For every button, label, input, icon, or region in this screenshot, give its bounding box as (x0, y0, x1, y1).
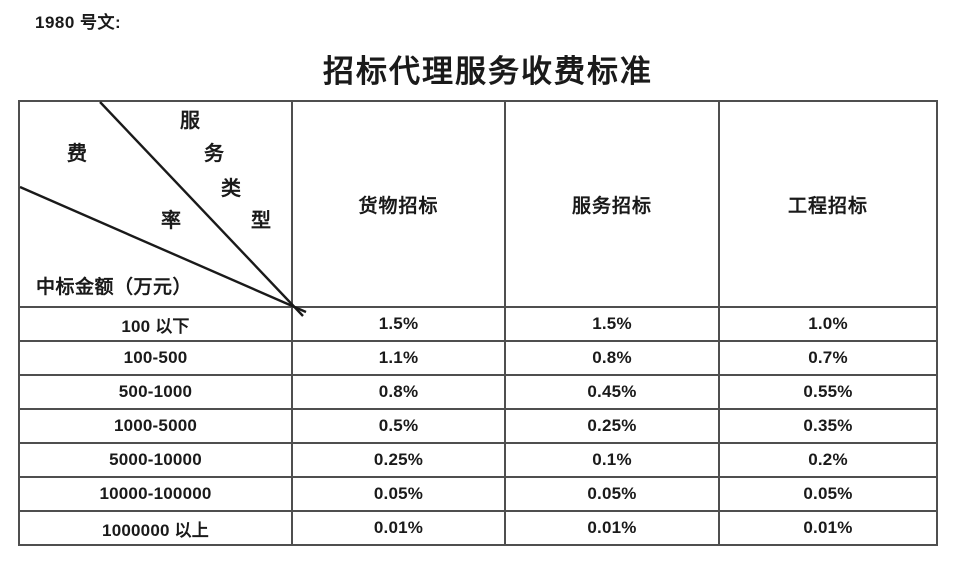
amount-range-cell: 5000-10000 (18, 442, 293, 478)
amount-range-cell: 1000-5000 (18, 408, 293, 444)
rate-cell: 0.45% (504, 374, 720, 410)
table-row: 100 以下 1.5% 1.5% 1.0% (18, 306, 938, 342)
corner-rate-char: 率 (161, 210, 181, 232)
column-header-goods: 货物招标 (291, 100, 506, 308)
doc-number-label: 1980 号文: (35, 13, 122, 32)
corner-header-cell: 费 率 服 务 类 型 中标金额（万元） (18, 100, 307, 317)
amount-range-cell: 500-1000 (18, 374, 293, 410)
rate-cell: 0.05% (291, 476, 506, 512)
rate-cell: 0.01% (291, 510, 506, 546)
table-row: 10000-100000 0.05% 0.05% 0.05% (18, 476, 938, 512)
corner-rate-char: 费 (67, 143, 87, 165)
rate-cell: 0.55% (718, 374, 938, 410)
rate-cell: 0.8% (504, 340, 720, 376)
corner-type-char: 类 (221, 178, 241, 200)
rate-cell: 0.35% (718, 408, 938, 444)
rate-cell: 0.01% (718, 510, 938, 546)
rate-cell: 0.5% (291, 408, 506, 444)
rate-cell: 0.05% (504, 476, 720, 512)
rate-cell: 1.5% (504, 306, 720, 342)
table-row: 1000-5000 0.5% 0.25% 0.35% (18, 408, 938, 444)
rate-cell: 1.5% (291, 306, 506, 342)
corner-amount-axis-label: 中标金额（万元） (36, 277, 193, 298)
corner-type-char: 服 (180, 110, 200, 132)
rate-cell: 0.25% (291, 442, 506, 478)
rate-cell: 0.7% (718, 340, 938, 376)
amount-range-cell: 10000-100000 (18, 476, 293, 512)
column-header-works: 工程招标 (718, 100, 938, 308)
rate-cell: 0.25% (504, 408, 720, 444)
corner-type-char: 型 (251, 210, 271, 232)
amount-range-cell: 100-500 (18, 340, 293, 376)
table-row: 5000-10000 0.25% 0.1% 0.2% (18, 442, 938, 478)
rate-cell: 1.0% (718, 306, 938, 342)
rate-cell: 0.01% (504, 510, 720, 546)
amount-range-cell: 1000000 以上 (18, 510, 293, 546)
table-row: 500-1000 0.8% 0.45% 0.55% (18, 374, 938, 410)
table-row: 1000000 以上 0.01% 0.01% 0.01% (18, 510, 938, 546)
table-header-row: 费 率 服 务 类 型 中标金额（万元） 货物招标 服务招标 工程招标 (18, 100, 938, 317)
column-header-services: 服务招标 (504, 100, 720, 308)
rate-cell: 0.2% (718, 442, 938, 478)
page-title: 招标代理服务收费标准 (323, 54, 653, 89)
corner-type-char: 务 (204, 143, 224, 165)
rate-cell: 0.05% (718, 476, 938, 512)
rate-cell: 0.1% (504, 442, 720, 478)
diagonal-divider-lines (19, 101, 307, 317)
rate-cell: 0.8% (291, 374, 506, 410)
amount-range-cell: 100 以下 (18, 306, 293, 342)
table-row: 100-500 1.1% 0.8% 0.7% (18, 340, 938, 376)
fee-standard-table: 费 率 服 务 类 型 中标金额（万元） 货物招标 服务招标 工程招标 100 … (18, 100, 938, 546)
rate-cell: 1.1% (291, 340, 506, 376)
